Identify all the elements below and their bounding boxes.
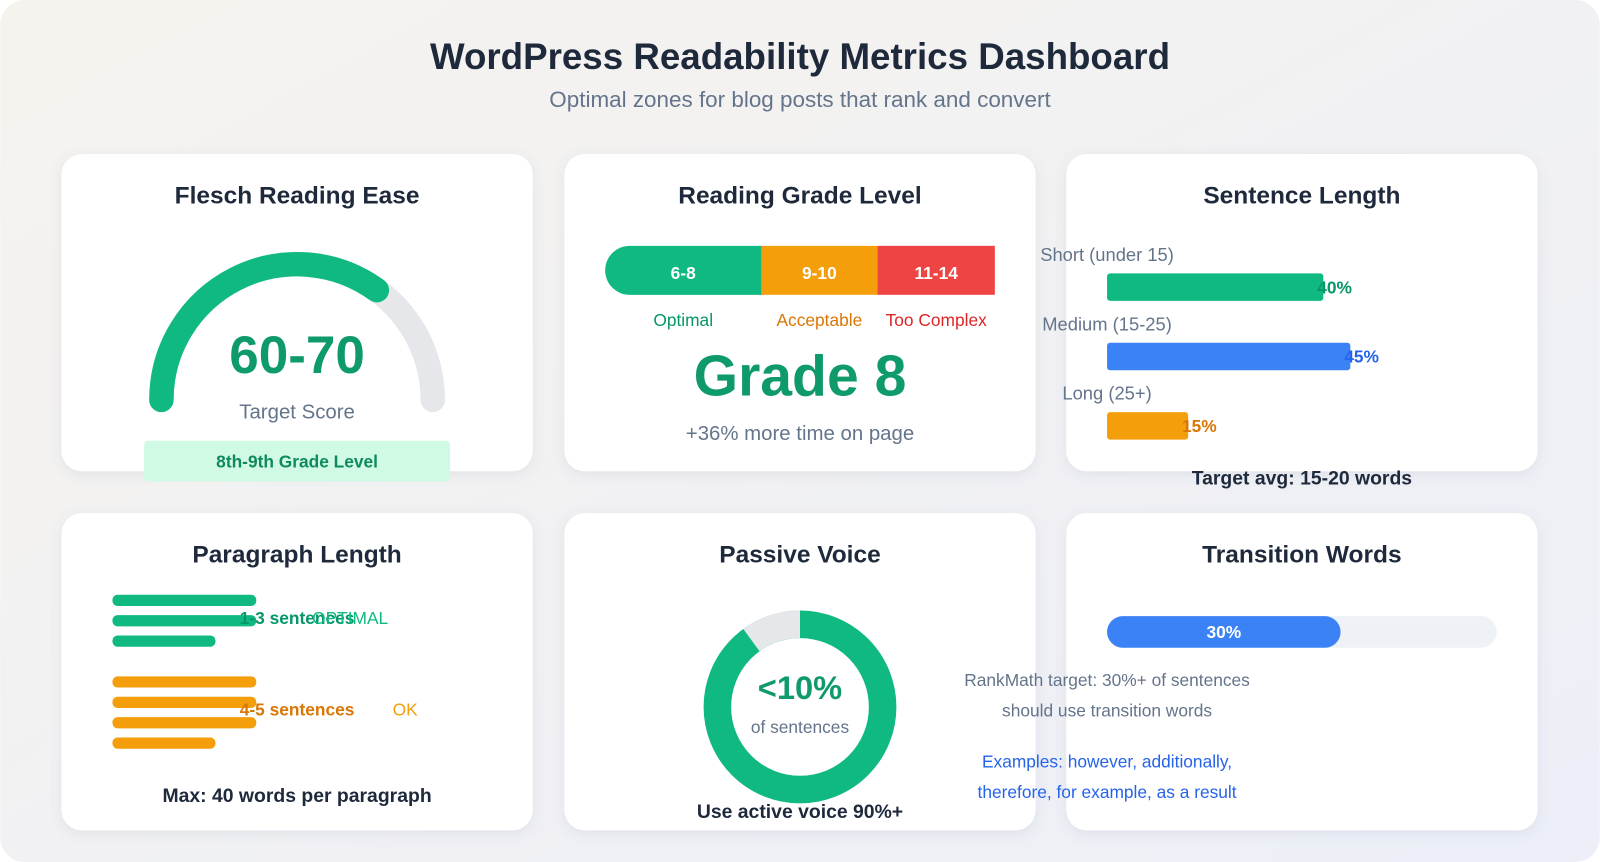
grade-range: 11-14 xyxy=(914,263,958,283)
grade-headline: Grade 8 xyxy=(694,345,907,409)
gauge-label: Target Score xyxy=(239,402,355,424)
grade-label: Optimal xyxy=(653,310,713,330)
paragraph-line xyxy=(112,594,257,606)
paragraph-tag: OPTIMAL xyxy=(312,608,388,628)
paragraph-line xyxy=(112,676,257,688)
progress-fill xyxy=(1107,616,1341,648)
card xyxy=(1066,154,1538,472)
paragraph-footer: Max: 40 words per paragraph xyxy=(162,785,431,807)
grade-label: Too Complex xyxy=(886,310,987,330)
grade-range: 9-10 xyxy=(802,263,837,283)
bar-value: 45% xyxy=(1344,347,1379,367)
subtitle: Optimal zones for blog posts that rank a… xyxy=(549,87,1051,112)
note-line: should use transition words xyxy=(1002,701,1212,721)
bar-value: 15% xyxy=(1182,416,1217,436)
card-title: Flesch Reading Ease xyxy=(175,182,420,209)
grade-segment xyxy=(761,245,878,295)
card xyxy=(1066,513,1538,831)
paragraph-line xyxy=(112,737,216,749)
grade-label: Acceptable xyxy=(777,310,863,330)
card xyxy=(564,154,1036,472)
passive-footer: Use active voice 90%+ xyxy=(697,801,903,823)
paragraph-label: 4-5 sentences xyxy=(240,700,355,720)
paragraph-line xyxy=(112,615,257,627)
paragraph-line xyxy=(112,635,216,647)
card-title: Passive Voice xyxy=(719,541,880,568)
paragraph-label: 1-3 sentences xyxy=(240,608,355,628)
grade-note: +36% more time on page xyxy=(686,423,914,445)
card-title: Paragraph Length xyxy=(192,541,401,568)
progress-label: 30% xyxy=(1206,622,1241,642)
bar-value: 40% xyxy=(1317,277,1352,297)
card-title: Reading Grade Level xyxy=(678,182,921,209)
example-line: therefore, for example, as a result xyxy=(978,782,1237,802)
donut-caption: of sentences xyxy=(751,717,850,737)
card xyxy=(61,513,533,831)
sentence-footer: Target avg: 15-20 words xyxy=(1192,468,1412,490)
grade-segment xyxy=(605,245,786,295)
bar xyxy=(1107,342,1351,371)
card xyxy=(61,154,533,472)
badge xyxy=(144,440,451,482)
paragraph-line xyxy=(112,696,257,708)
example-line: Examples: however, additionally, xyxy=(982,752,1232,772)
card-title: Transition Words xyxy=(1202,541,1401,568)
grade-segment xyxy=(877,245,995,295)
badge-text: 8th-9th Grade Level xyxy=(216,452,378,472)
card xyxy=(564,513,1036,831)
bar xyxy=(1107,412,1189,440)
gauge-score: 60-70 xyxy=(229,326,365,385)
note-line: RankMath target: 30%+ of sentences xyxy=(964,670,1250,690)
bar xyxy=(1107,273,1324,301)
grade-range: 6-8 xyxy=(671,263,696,283)
gauge-fill xyxy=(149,251,390,413)
bar-label: Medium (15-25) xyxy=(1042,313,1172,334)
bar-label: Short (under 15) xyxy=(1040,244,1174,265)
bar-label: Long (25+) xyxy=(1062,383,1151,404)
paragraph-line xyxy=(112,717,257,729)
donut-passive xyxy=(703,610,897,804)
card-title: Sentence Length xyxy=(1203,182,1400,209)
donut-value: <10% xyxy=(758,669,842,706)
title: WordPress Readability Metrics Dashboard xyxy=(430,36,1170,77)
paragraph-tag: OK xyxy=(393,700,418,720)
